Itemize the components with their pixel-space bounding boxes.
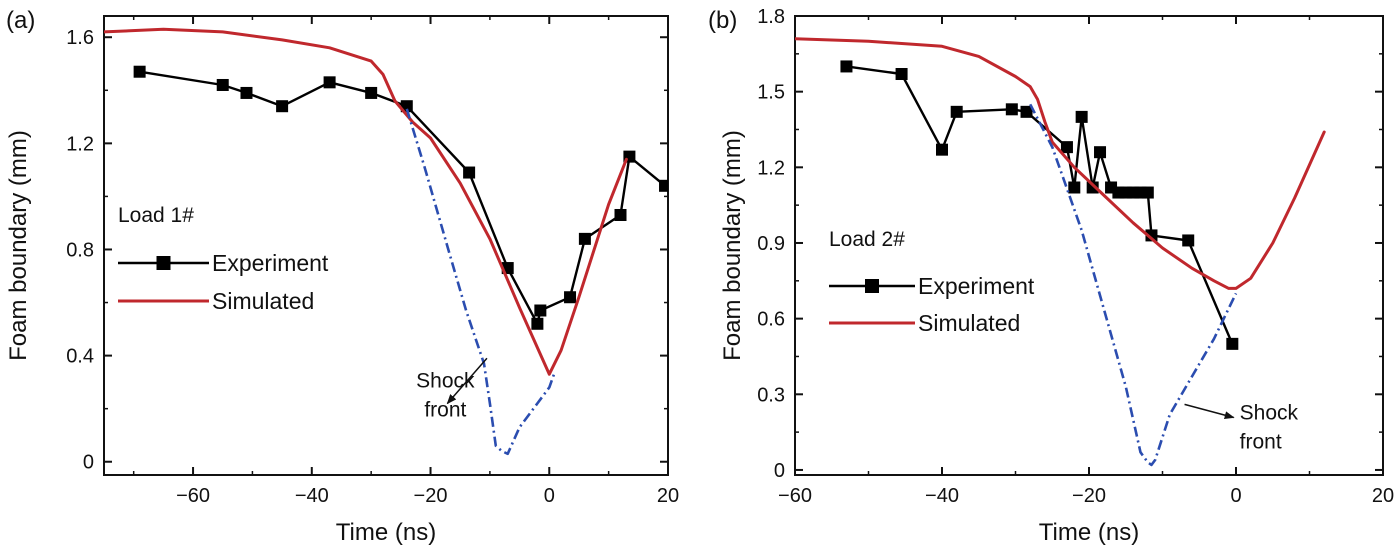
x-tick-label: 20 [1372,485,1394,507]
legend-label: Experiment [212,250,329,276]
data-point-experiment [1182,234,1195,247]
x-tick-label: −20 [414,485,448,507]
y-axis-label: Foam boundary (mm) [5,130,32,361]
x-tick-label: −60 [778,485,812,507]
plot-frame [103,15,669,476]
data-point-experiment [659,179,668,192]
x-axis-label: Time (ns) [1039,519,1139,546]
x-tick-label: −20 [1072,485,1106,507]
y-tick-label: 0.8 [66,239,94,261]
data-point-experiment [1020,105,1033,118]
data-point-experiment [1226,337,1239,350]
legend: Load 2# Experiment Simulated [829,228,1035,336]
series-line-simulated [104,27,628,376]
annotation-arrow [446,357,488,405]
x-tick-label: 20 [657,485,679,507]
data-point-experiment [276,100,289,113]
data-point-experiment [1086,181,1099,194]
data-point-experiment [1060,141,1073,154]
legend: Load 1# Experiment Simulated [118,204,329,314]
data-point-experiment [323,76,336,89]
x-tick-label: 0 [544,485,555,507]
data-point-experiment [895,68,908,81]
data-point-experiment [1094,146,1107,159]
series-line-shock-front [1029,103,1238,467]
data-point-experiment [240,86,253,99]
series-line-shock-front [405,108,556,456]
data-point-experiment [133,65,146,78]
data-point-experiment [578,232,591,245]
data-point-experiment [564,291,577,304]
annotation-arrow [1184,403,1235,420]
y-tick-label: 1.8 [757,6,785,28]
legend-title: Load 2# [829,228,905,251]
y-tick-label: 0.3 [757,384,785,406]
y-tick-label: 1.5 [757,82,785,104]
y-axis-label: Foam boundary (mm) [719,130,746,361]
x-tick-label: −40 [925,485,959,507]
data-point-experiment [950,105,963,118]
x-tick-label: 0 [1230,485,1241,507]
x-tick-label: −60 [176,485,210,507]
annotation-text: front [1240,431,1282,454]
series-group [795,37,1326,467]
y-tick-label: 1.2 [66,133,94,155]
series-group [104,27,668,456]
data-point-experiment [463,166,476,179]
y-tick-label: 0 [774,460,785,482]
y-tick-label: 0.4 [66,346,94,368]
data-point-experiment [614,208,627,221]
annotation-text: Shock [1240,402,1299,425]
panel-label: (b) [708,7,737,34]
data-point-experiment [534,304,547,317]
y-tick-label: 0.9 [757,233,785,255]
data-point-experiment [1075,110,1088,123]
data-point-experiment [216,78,229,91]
legend-title: Load 1# [118,204,194,227]
annotation: Shock front [1184,402,1299,454]
annotation-text: front [424,398,466,421]
legend-label: Experiment [918,273,1035,299]
data-point-experiment [1068,181,1081,194]
legend-label: Simulated [918,310,1020,336]
x-axis-label: Time (ns) [336,519,436,546]
chart-panel-0: −60 −40 −20 0 20 0 0.4 0.8 1.2 1.6 Time (ns) Foam b… [5,7,679,546]
data-point-experiment [936,143,948,156]
x-tick-label: −40 [295,485,329,507]
data-point-experiment [1145,229,1158,242]
panel-label: (a) [6,7,35,34]
annotation-text: Shock [416,369,475,392]
y-tick-label: 1.6 [66,27,94,49]
series-line-simulated [795,37,1326,290]
data-point-experiment [1141,186,1154,199]
data-point-experiment [840,60,853,73]
legend-swatch-marker [865,279,879,293]
data-point-experiment [1005,103,1018,116]
y-tick-label: 0.6 [757,309,785,331]
legend-swatch-marker [156,256,171,270]
y-tick-label: 0 [83,452,94,474]
y-tick-label: 1.2 [757,157,785,179]
legend-label: Simulated [212,288,314,314]
annotation: Shock front [416,357,488,421]
data-point-experiment [365,86,378,99]
chart-panel-1: −60 −40 −20 0 20 0 0.3 0.6 0.9 1.2 1.5 1.8 Time (ns)… [708,6,1394,546]
data-point-experiment [531,317,544,330]
